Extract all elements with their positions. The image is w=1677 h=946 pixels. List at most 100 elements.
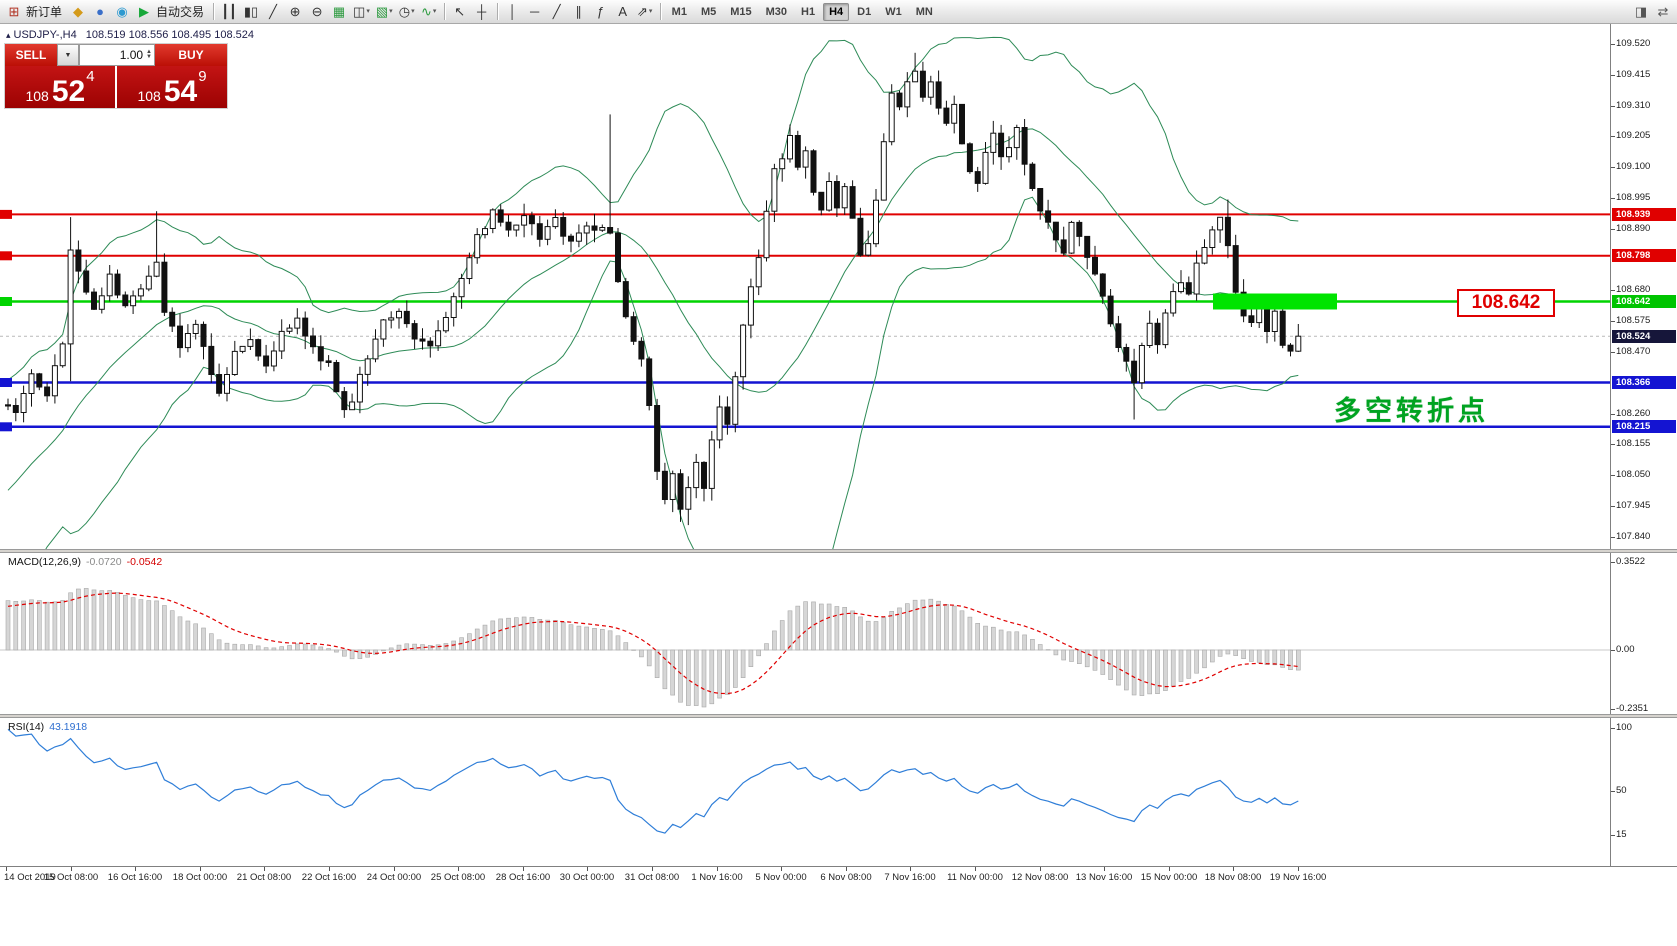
time-tick: [1233, 867, 1234, 871]
community-icon: ◉: [116, 4, 128, 19]
candlestick-chart-icon[interactable]: ▮▯: [240, 2, 262, 22]
axis-tick: [1611, 835, 1615, 836]
axis-price-label: 109.520: [1616, 38, 1651, 49]
axis-tick: [1611, 167, 1615, 168]
tile-windows-icon[interactable]: ▦: [328, 2, 350, 22]
time-tick: [1298, 867, 1299, 871]
line-chart-icon[interactable]: ╱: [262, 2, 284, 22]
timeframe-button-m1[interactable]: M1: [671, 5, 687, 18]
time-axis[interactable]: 14 Oct 2019 15 Oct 08:00 16 Oct 16:00 18 Oc…: [0, 866, 1677, 892]
zoom-in-icon[interactable]: ⊕: [284, 2, 306, 22]
macd-label: MACD(12,26,9) -0.0720 -0.0542: [8, 556, 162, 568]
buy-price-figure: 108: [137, 87, 161, 104]
bollinger-middle-band: [7, 128, 1299, 491]
main-chart-canvas[interactable]: [0, 24, 1610, 549]
zoom-out-icon[interactable]: ⊖: [306, 2, 328, 22]
indicators-dropdown-icon: ▾: [432, 8, 437, 15]
shapes-arrows-dropdown-icon: ▾: [648, 8, 653, 15]
fibonacci-icon[interactable]: ƒ: [590, 2, 612, 22]
macd-value: -0.0720: [85, 556, 122, 568]
community-icon[interactable]: ◉: [111, 2, 133, 22]
horizontal-line-icon[interactable]: ─: [524, 2, 546, 22]
volume-input[interactable]: [93, 48, 144, 62]
panel-splitter[interactable]: [0, 714, 1677, 718]
timeframe-button-h1[interactable]: H1: [801, 5, 816, 18]
time-tick: [71, 867, 72, 871]
profile-icon[interactable]: ●: [89, 2, 111, 22]
channel-icon[interactable]: ∥: [568, 2, 590, 22]
axis-price-label: 108.995: [1616, 192, 1651, 203]
toolbar-separator: [659, 3, 661, 20]
volume-up-icon[interactable]: ▲: [146, 49, 152, 55]
panel-splitter[interactable]: [0, 549, 1677, 553]
volume-down-icon[interactable]: ▼: [146, 54, 152, 60]
chart-shift-icon[interactable]: ◨: [1630, 2, 1652, 22]
arrange-windows-icon[interactable]: ◫ ▾: [350, 2, 373, 22]
horizontal-line-icon: ─: [530, 4, 540, 19]
timeframe-button-mn[interactable]: MN: [915, 5, 933, 18]
axis-price-badge: 108.642: [1612, 295, 1676, 308]
text-label-icon[interactable]: A: [612, 2, 634, 22]
buy-button[interactable]: BUY: [155, 44, 227, 66]
axis-price-badge: 108.215: [1612, 420, 1676, 433]
periods-icon[interactable]: ◷ ▾: [396, 2, 418, 22]
trendline-icon[interactable]: ╱: [546, 2, 568, 22]
auto-trading-icon: ▶: [139, 4, 150, 19]
time-tick: [1104, 867, 1105, 871]
time-label: 28 Oct 16:00: [495, 872, 551, 883]
market-watch-icon[interactable]: ◆: [67, 2, 89, 22]
auto-trading-button[interactable]: 自动交易: [156, 5, 205, 19]
axis-tick: [1611, 537, 1615, 538]
symbol-name: USDJPY-,H4: [13, 29, 77, 41]
level-left-tag: [0, 251, 12, 261]
axis-price-label: 109.100: [1616, 161, 1651, 172]
rsi-panel[interactable]: [0, 718, 1610, 866]
highlight-zone[interactable]: [1213, 293, 1337, 310]
auto-scroll-icon: ⇄: [1657, 4, 1669, 19]
profile-icon: ●: [96, 4, 104, 19]
timeframe-button-m5[interactable]: M5: [700, 5, 717, 18]
timeframe-button-h4[interactable]: H4: [823, 2, 850, 21]
vertical-line-icon[interactable]: │: [502, 2, 524, 22]
time-label: 15 Oct 08:00: [43, 872, 99, 883]
auto-trading-icon[interactable]: ▶: [133, 2, 155, 22]
new-order-icon[interactable]: ⊞: [3, 2, 25, 22]
timeframe-button-m15[interactable]: M15: [730, 5, 752, 18]
buy-price-point: 9: [198, 68, 207, 85]
price-axis[interactable]: 109.520 109.415 109.310 109.205 109.100 108.9…: [1610, 24, 1677, 866]
shapes-arrows-icon[interactable]: ⇗ ▾: [634, 2, 656, 22]
cursor-icon[interactable]: ↖: [449, 2, 471, 22]
order-type-dropdown[interactable]: ▼: [57, 44, 79, 66]
axis-tick: [1611, 106, 1615, 107]
chart-annotation-text[interactable]: 多空转折点: [1334, 396, 1489, 426]
new-order-button[interactable]: 新订单: [26, 5, 63, 19]
periods-icon: ◷: [398, 4, 411, 19]
crosshair-icon[interactable]: ┼: [471, 2, 493, 22]
new-chart-icon[interactable]: ▧ ▾: [373, 2, 396, 22]
timeframe-button-w1[interactable]: W1: [885, 5, 902, 18]
axis-price-label: 0.00: [1616, 644, 1635, 655]
chart-marker-icon: ▴: [6, 30, 11, 40]
time-label: 22 Oct 16:00: [301, 872, 357, 883]
buy-price-display[interactable]: 108 54 9: [117, 66, 227, 108]
volume-field: ▲ ▼: [79, 44, 155, 66]
channel-icon: ∥: [575, 4, 582, 19]
sell-price-display[interactable]: 108 52 4: [5, 66, 115, 108]
chevron-down-icon: ▼: [64, 51, 72, 59]
rsi-label: RSI(14) 43.1918: [8, 721, 87, 733]
time-label: 24 Oct 00:00: [366, 872, 422, 883]
timeframe-button-d1[interactable]: D1: [857, 5, 872, 18]
timeframe-button-m30[interactable]: M30: [765, 5, 788, 18]
time-tick: [329, 867, 330, 871]
axis-price-badge: 108.366: [1612, 376, 1676, 389]
auto-scroll-icon[interactable]: ⇄: [1652, 2, 1674, 22]
price-level-callout[interactable]: 108.642: [1457, 289, 1555, 317]
sell-button[interactable]: SELL: [5, 44, 57, 66]
axis-price-label: 108.050: [1616, 469, 1651, 480]
cursor-icon: ↖: [454, 4, 466, 19]
macd-panel[interactable]: [0, 553, 1610, 714]
bar-chart-icon[interactable]: ┃┃: [218, 2, 240, 22]
line-chart-icon: ╱: [269, 4, 277, 19]
time-tick: [781, 867, 782, 871]
indicators-icon[interactable]: ∿ ▾: [418, 2, 440, 22]
